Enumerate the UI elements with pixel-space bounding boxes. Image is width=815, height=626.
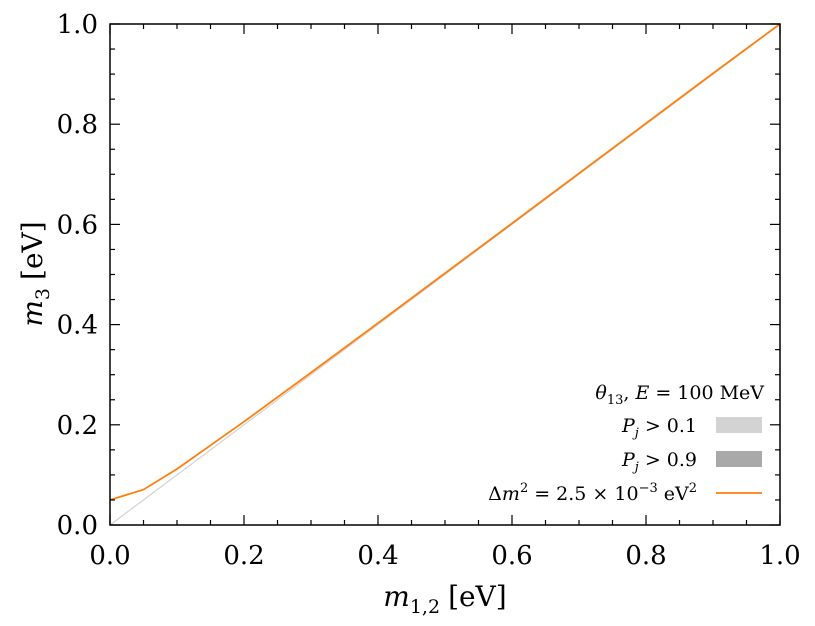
legend-title-theta: θ: [595, 382, 607, 404]
legend-entry-label: Δm2 = 2.5 × 10−3 eV2: [488, 481, 697, 505]
y-tick-label: 0.2: [57, 411, 98, 441]
legend-entry-var: m: [502, 483, 520, 505]
x-axis-label-unit: [eV]: [448, 580, 507, 613]
legend-entry-label: Pj > 0.9: [621, 449, 697, 475]
legend-entry-rest: > 0.9: [645, 449, 697, 471]
x-tick-label: 0.8: [625, 541, 666, 571]
x-axis-label-sub: 1,2: [410, 596, 440, 618]
y-tick-label: 0.6: [57, 210, 98, 240]
legend-entry-rest: = 2.5 × 10: [534, 483, 638, 505]
ticks-layer: 0.0 0.2 0.4 0.6 0.8 1.0 0.0 0.2 0.4 0.6 0.8 1.0: [57, 10, 801, 571]
x-tick-label: 0.0: [89, 541, 130, 571]
legend-entry-exp: −3: [639, 481, 658, 496]
legend-entry-sup: 2: [520, 481, 528, 496]
legend-title-theta-sub: 13: [607, 393, 624, 408]
legend-title-rest: = 100 MeV: [655, 382, 764, 404]
y-axis-label-sub: 3: [32, 288, 54, 300]
legend-entry-rest: > 0.1: [645, 415, 697, 437]
legend-title: θ13, E = 100 MeV: [595, 382, 764, 408]
legend-swatch: [716, 451, 762, 467]
y-tick-label: 0.8: [57, 110, 98, 140]
y-axis-label: m3 [eV]: [16, 221, 54, 326]
y-tick-label: 1.0: [57, 10, 98, 40]
legend-title-e: E: [634, 382, 649, 404]
legend-entry-unit: eV: [664, 483, 689, 505]
series-layer: [109, 23, 781, 526]
y-tick-label: 0.0: [57, 511, 98, 541]
x-axis-label-var: m: [383, 580, 410, 613]
series-line-orange: [109, 23, 781, 501]
y-axis-label-var: m: [16, 300, 49, 327]
x-tick-label: 0.2: [223, 541, 264, 571]
x-axis-label: m1,2 [eV]: [383, 580, 506, 618]
legend-swatch: [716, 417, 762, 433]
legend-entry-label: Pj > 0.1: [621, 415, 697, 441]
legend-entry-unit-sup: 2: [689, 481, 697, 496]
legend-entry-sub: j: [632, 426, 639, 441]
legend-entry-delta: Δ: [488, 483, 502, 505]
y-axis-label-unit: [eV]: [16, 221, 49, 280]
legend-entry-var: P: [621, 415, 636, 437]
legend-entry-sub: j: [632, 460, 639, 475]
x-tick-label: 1.0: [759, 541, 800, 571]
x-tick-label: 0.6: [491, 541, 532, 571]
legend-title-sep: ,: [623, 382, 629, 404]
legend-entry-var: P: [621, 449, 636, 471]
legend: θ13, E = 100 MeV Pj > 0.1 Pj > 0.9 Δm2 = 2.5 …: [488, 382, 764, 505]
y-tick-label: 0.4: [57, 311, 98, 341]
x-tick-label: 0.4: [357, 541, 398, 571]
